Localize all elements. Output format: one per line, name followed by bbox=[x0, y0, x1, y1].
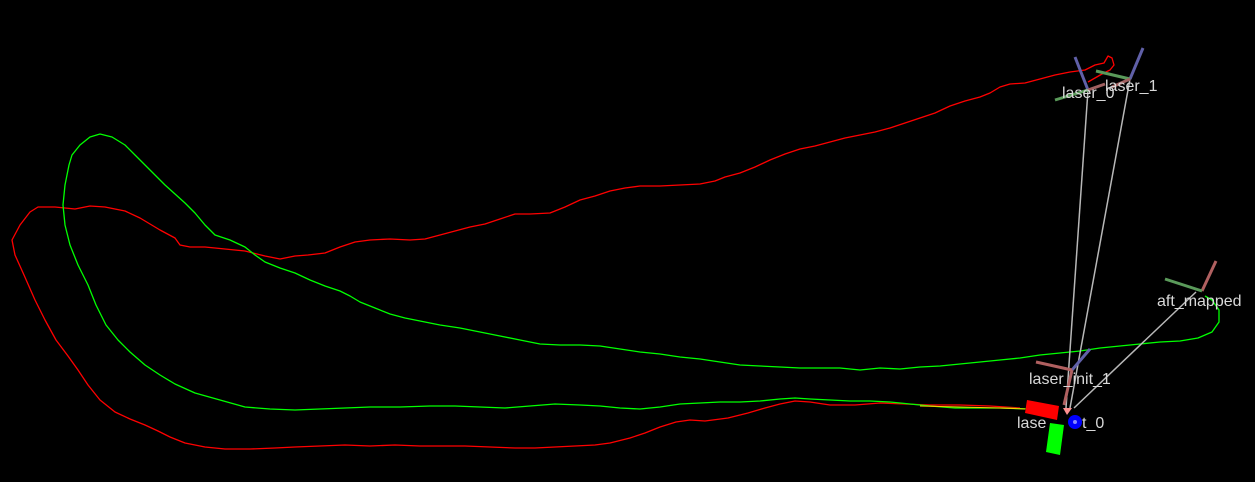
tf-links bbox=[1065, 78, 1197, 409]
frame-label-laser-init-0-prefix: lase bbox=[1017, 415, 1046, 432]
laser-0-axes bbox=[1054, 56, 1106, 102]
trajectory-overlap bbox=[919, 405, 1026, 410]
laser-init-1-axes bbox=[1035, 348, 1092, 406]
frame-label-laser-1: laser_1 bbox=[1105, 78, 1158, 95]
laser-init-0-axes bbox=[1025, 400, 1082, 455]
trajectory-green bbox=[62, 133, 1220, 411]
frame-label-laser-init-0-suffix: t_0 bbox=[1082, 415, 1104, 432]
trajectory-red bbox=[11, 55, 1115, 450]
y-axis-arrow bbox=[1046, 423, 1064, 455]
frame-label-aft-mapped: aft_mapped bbox=[1157, 293, 1242, 310]
aft-mapped-axes bbox=[1164, 260, 1218, 293]
frame-label-laser-init-1: laser_init_1 bbox=[1029, 371, 1111, 388]
x-axis-arrow bbox=[1025, 400, 1059, 420]
laser-1-axes bbox=[1095, 47, 1145, 89]
frame-label-laser-0: laser_0 bbox=[1062, 85, 1115, 102]
